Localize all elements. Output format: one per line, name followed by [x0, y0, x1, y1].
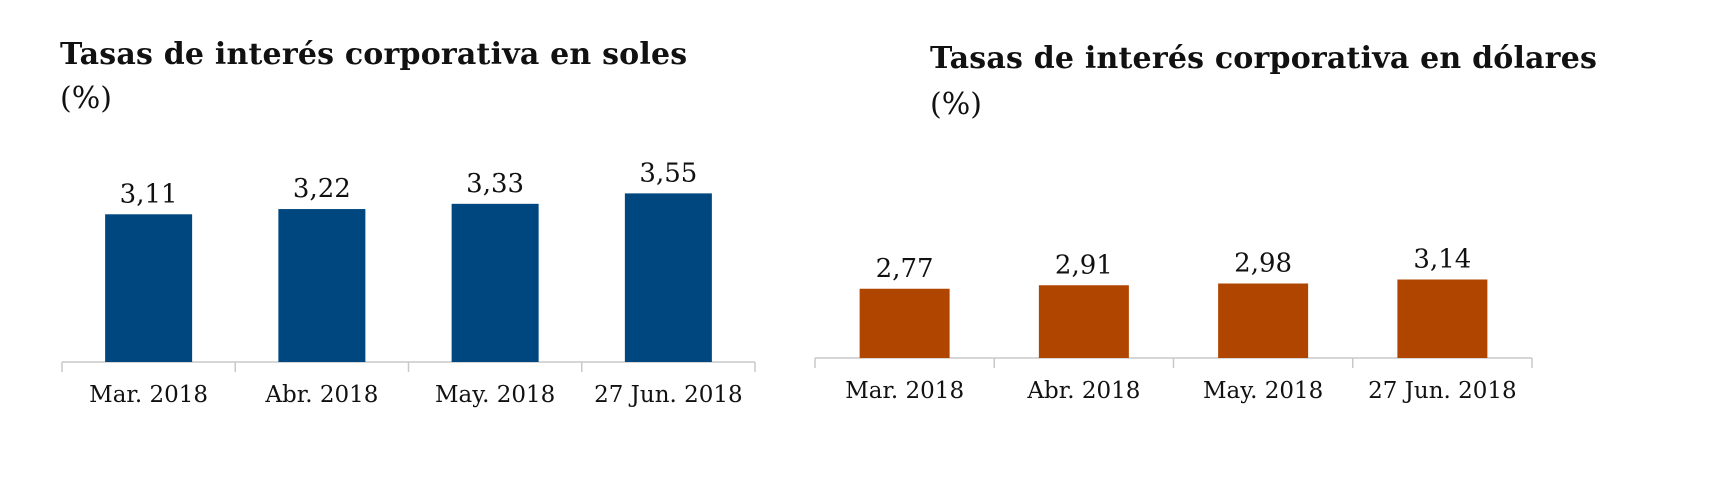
data-label: 3,11 — [120, 179, 178, 209]
bar — [624, 193, 712, 362]
chart-unit-label: (%) — [60, 81, 112, 116]
bar — [859, 288, 950, 358]
chart-panel-dolares: Tasas de interés corporativa en dólares … — [814, 0, 1729, 495]
data-label: 2,98 — [1234, 249, 1292, 279]
data-label: 2,77 — [876, 254, 934, 284]
x-tick-label: Mar. 2018 — [89, 382, 208, 408]
bar — [451, 203, 539, 362]
x-tick-label: Mar. 2018 — [845, 378, 964, 404]
bar — [1038, 285, 1129, 358]
bar — [105, 214, 193, 362]
data-label: 3,33 — [466, 169, 524, 199]
chart-panel-soles: Tasas de interés corporativa en soles (%… — [0, 0, 860, 495]
bar — [278, 209, 366, 362]
x-tick-label: Abr. 2018 — [264, 382, 378, 408]
x-tick-label: May. 2018 — [1203, 378, 1323, 404]
x-tick-label: Abr. 2018 — [1026, 378, 1140, 404]
x-tick-label: 27 Jun. 2018 — [1368, 378, 1517, 404]
bar — [1218, 283, 1309, 358]
chart-title: Tasas de interés corporativa en dólares — [930, 41, 1598, 76]
data-label: 3,55 — [639, 158, 697, 188]
x-tick-label: 27 Jun. 2018 — [594, 382, 743, 408]
data-label: 2,91 — [1055, 250, 1113, 280]
bar-chart-soles: 3,11 Mar. 2018 3,22 Abr. 2018 3,33 May. 2018 3… — [61, 158, 756, 408]
chart-unit-label: (%) — [930, 87, 982, 122]
bar — [1397, 279, 1488, 358]
data-label: 3,14 — [1413, 245, 1471, 275]
x-tick-label: May. 2018 — [435, 382, 555, 408]
bar-chart-dolares: 2,77 Mar. 2018 2,91 Abr. 2018 2,98 May. 2018 3… — [814, 245, 1533, 404]
data-label: 3,22 — [293, 174, 351, 204]
chart-title: Tasas de interés corporativa en soles — [60, 37, 688, 72]
